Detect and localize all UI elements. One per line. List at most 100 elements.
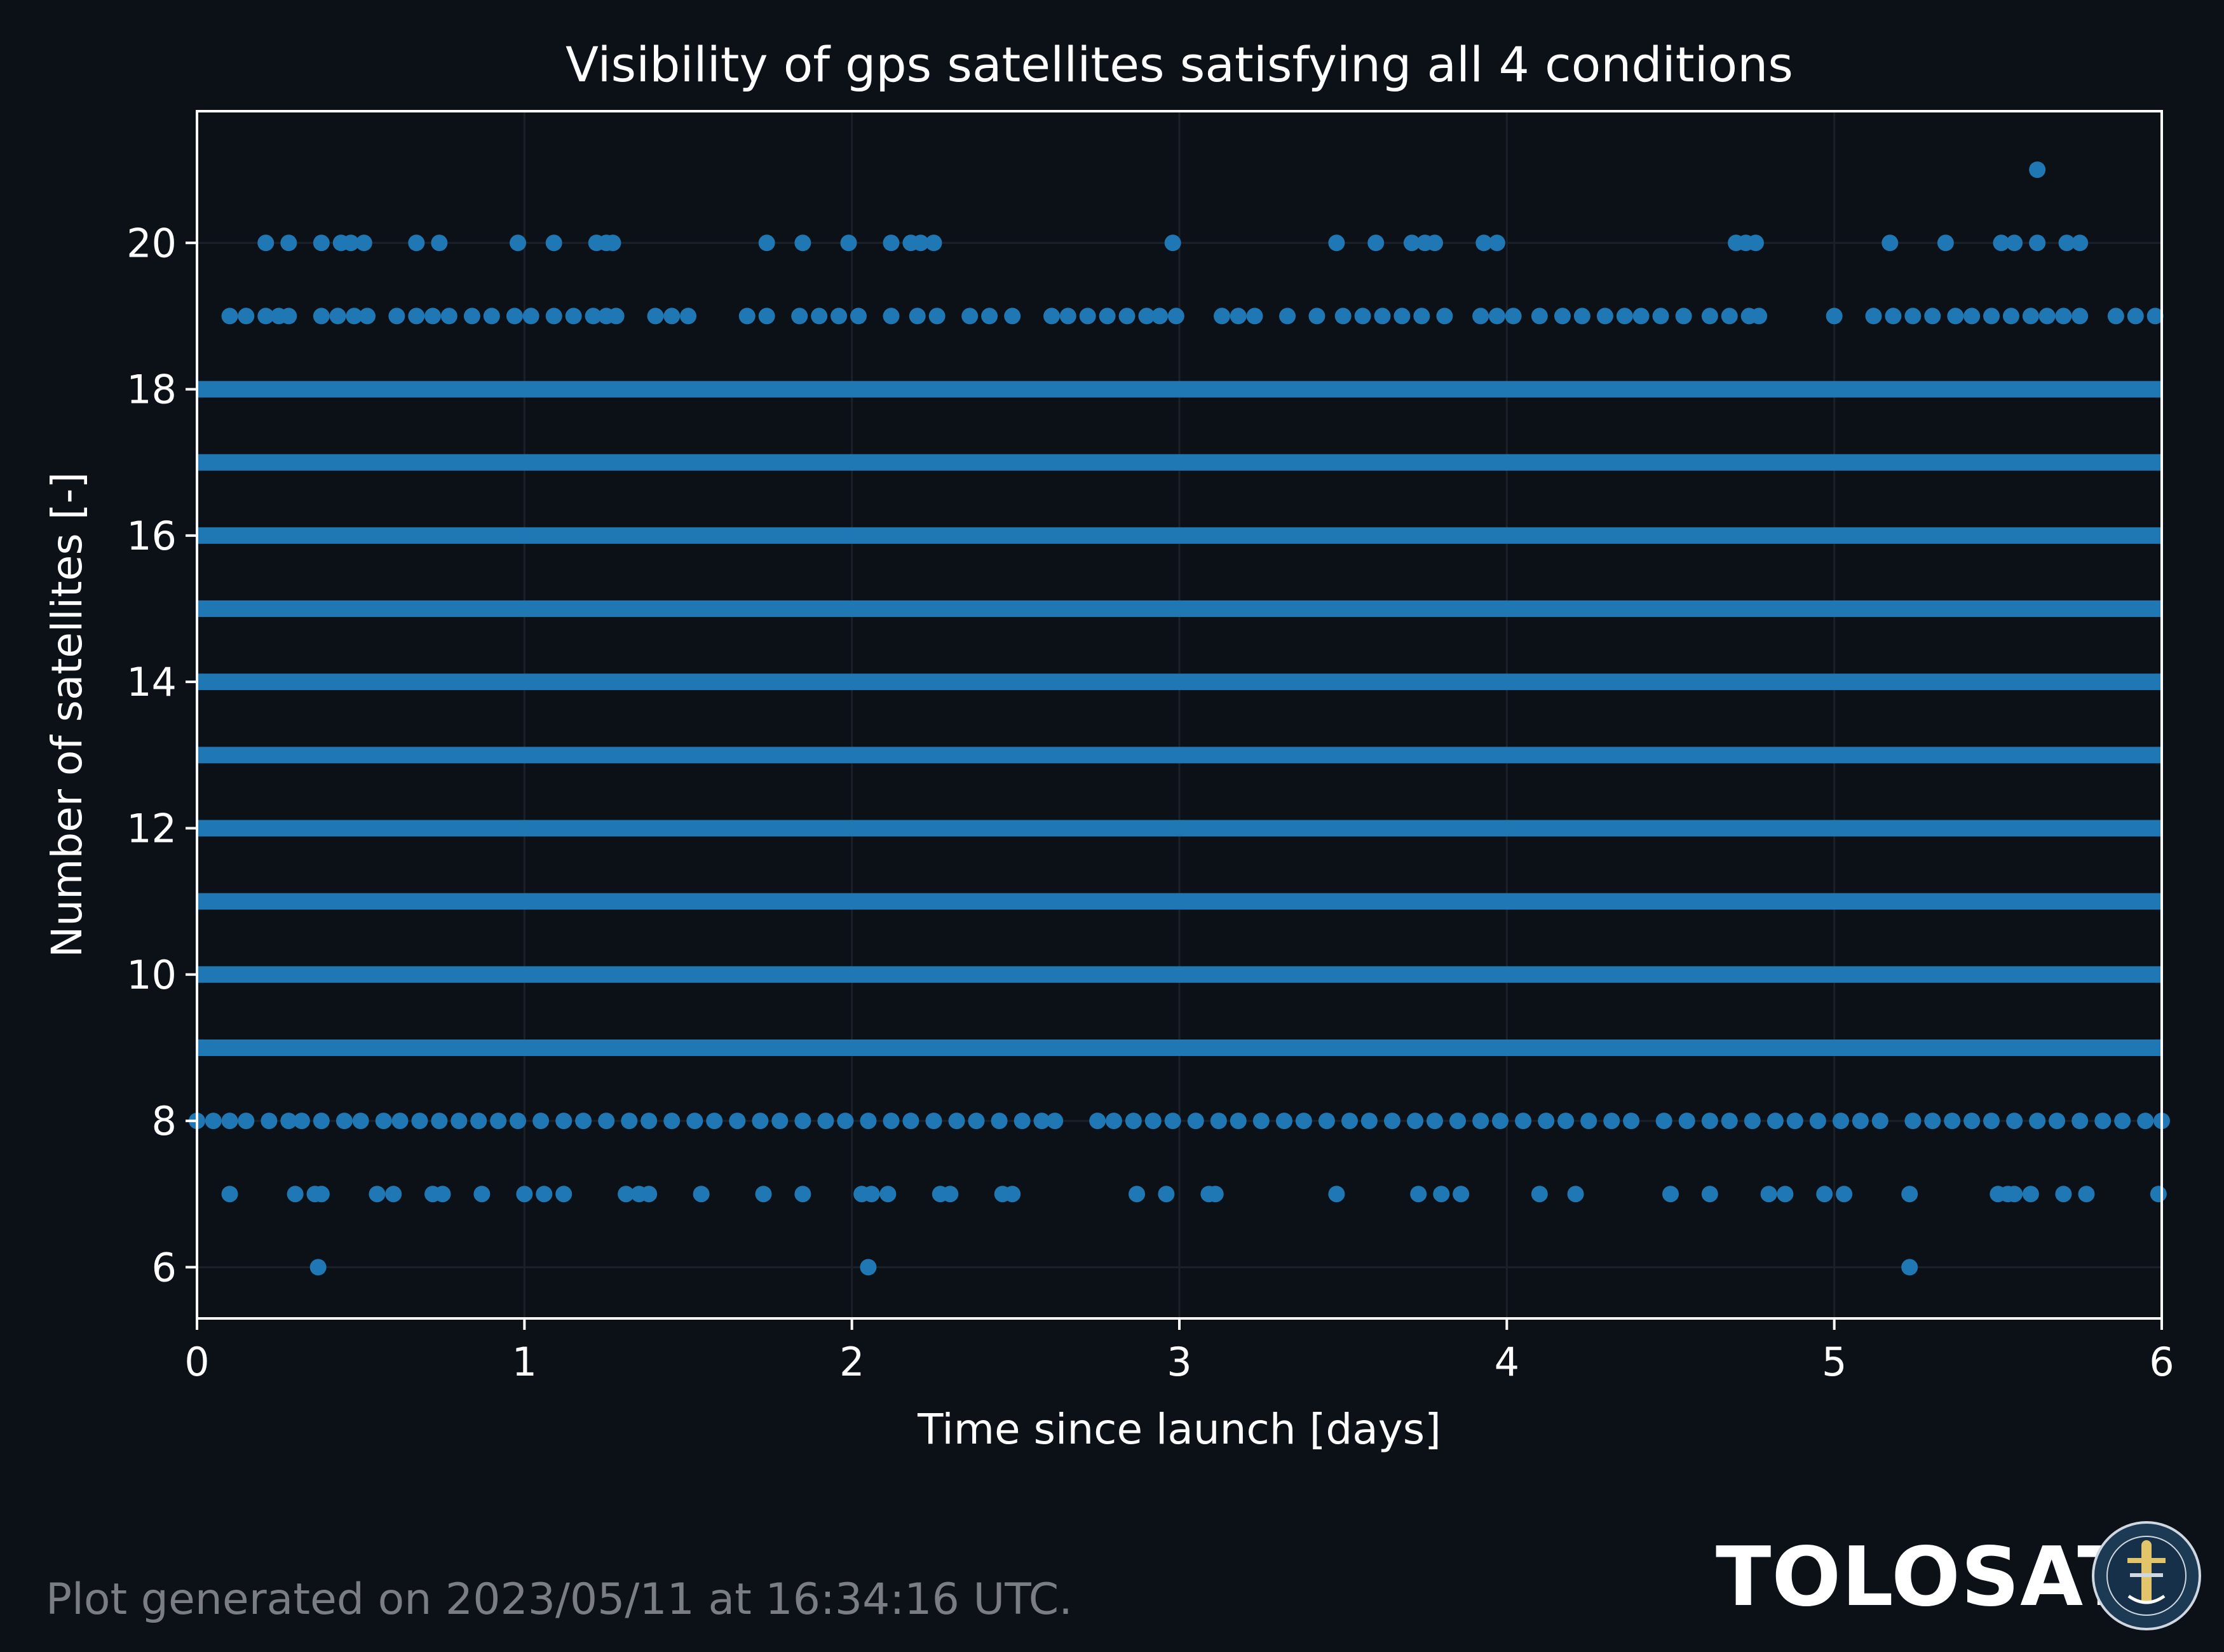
data-point xyxy=(2071,234,2089,252)
data-point xyxy=(961,308,979,325)
data-point xyxy=(1144,1113,1162,1130)
x-tick-label: 3 xyxy=(1167,1339,1191,1385)
data-point xyxy=(1374,308,1391,325)
data-point xyxy=(287,1186,304,1203)
data-point xyxy=(1341,1113,1358,1130)
data-point xyxy=(1426,234,1443,252)
data-point xyxy=(1531,1186,1548,1203)
data-point xyxy=(1924,308,1941,325)
data-point xyxy=(948,1113,965,1130)
data-point xyxy=(641,1113,658,1130)
data-point xyxy=(473,1186,491,1203)
data-point xyxy=(1453,1186,1470,1203)
data-point xyxy=(522,308,539,325)
data-point xyxy=(1334,308,1352,325)
data-point xyxy=(1554,308,1571,325)
data-point xyxy=(369,1186,386,1203)
data-point xyxy=(1118,308,1136,325)
data-point xyxy=(598,1113,615,1130)
data-point xyxy=(293,1113,310,1130)
data-point xyxy=(680,308,696,325)
data-point xyxy=(2078,1186,2095,1203)
data-point xyxy=(280,234,297,252)
data-point xyxy=(2055,308,2072,325)
data-point xyxy=(1475,234,1493,252)
data-point xyxy=(1360,1113,1378,1130)
data-point xyxy=(1603,1113,1620,1130)
data-point xyxy=(346,308,363,325)
data-point xyxy=(313,308,330,325)
data-point xyxy=(1675,308,1692,325)
data-point xyxy=(470,1113,487,1130)
data-point xyxy=(1652,308,1669,325)
data-point xyxy=(545,234,562,252)
data-point xyxy=(1004,308,1021,325)
data-point xyxy=(1252,1113,1270,1130)
data-point xyxy=(663,1113,681,1130)
data-point xyxy=(1207,1186,1224,1203)
data-point xyxy=(221,1186,238,1203)
data-point xyxy=(1924,1113,1941,1130)
data-point xyxy=(1777,1186,1794,1203)
data-point xyxy=(981,308,998,325)
data-point xyxy=(1014,1113,1031,1130)
data-point xyxy=(758,308,775,325)
data-point xyxy=(860,1259,877,1276)
scatter-points xyxy=(189,161,2170,1276)
data-point xyxy=(1059,308,1076,325)
data-point xyxy=(1655,1113,1672,1130)
data-point xyxy=(2071,308,2089,325)
data-point xyxy=(565,308,582,325)
data-point xyxy=(811,308,828,325)
data-point xyxy=(313,1113,330,1130)
x-tick-label: 2 xyxy=(839,1339,864,1385)
y-tick-label: 8 xyxy=(152,1098,177,1144)
data-point xyxy=(1662,1186,1679,1203)
data-point xyxy=(791,308,808,325)
data-point xyxy=(2058,234,2075,252)
data-point xyxy=(1538,1113,1555,1130)
data-point xyxy=(1449,1113,1467,1130)
data-point xyxy=(1164,1113,1181,1130)
data-point xyxy=(1766,1113,1784,1130)
data-point xyxy=(607,308,625,325)
data-point xyxy=(1871,1113,1888,1130)
data-point xyxy=(1963,1113,1981,1130)
data-point xyxy=(1937,234,1954,252)
data-point xyxy=(336,1113,353,1130)
x-tick-label: 1 xyxy=(512,1339,537,1385)
data-point xyxy=(1983,1113,2000,1130)
data-point xyxy=(536,1186,553,1203)
data-point xyxy=(411,1113,428,1130)
data-point xyxy=(385,1186,402,1203)
data-point xyxy=(1701,308,1718,325)
data-point xyxy=(257,308,275,325)
data-point xyxy=(1079,308,1096,325)
data-point xyxy=(2071,1113,2089,1130)
data-point xyxy=(2029,1113,2046,1130)
data-point xyxy=(1616,308,1633,325)
generation-timestamp: Plot generated on 2023/05/11 at 16:34:16… xyxy=(46,1574,1073,1625)
data-point xyxy=(1413,308,1430,325)
data-point xyxy=(313,234,330,252)
data-point xyxy=(1158,1186,1175,1203)
data-point xyxy=(1472,308,1489,325)
data-point xyxy=(840,234,857,252)
x-tick-label: 5 xyxy=(1822,1339,1847,1385)
data-point xyxy=(1328,1186,1345,1203)
data-point xyxy=(329,308,346,325)
data-point xyxy=(883,234,900,252)
data-point xyxy=(388,308,405,325)
x-tick-label: 0 xyxy=(184,1339,209,1385)
data-point xyxy=(1129,1186,1146,1203)
data-point xyxy=(1904,308,1922,325)
data-point xyxy=(2006,1113,2023,1130)
data-point xyxy=(1210,1113,1227,1130)
x-tick-label: 4 xyxy=(1495,1339,1519,1385)
data-point xyxy=(1230,1113,1247,1130)
data-point xyxy=(1531,308,1548,325)
data-point xyxy=(1426,1113,1443,1130)
data-point xyxy=(729,1113,746,1130)
